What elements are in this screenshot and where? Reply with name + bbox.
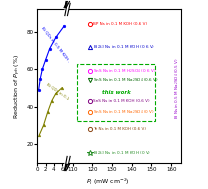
Y-axis label: Reduction of $P_{ph}$ (%): Reduction of $P_{ph}$ (%) xyxy=(13,53,24,119)
Text: SnS Ns in 0.1 M Na$_2$SO$_4$ (0.6 V): SnS Ns in 0.1 M Na$_2$SO$_4$ (0.6 V) xyxy=(93,77,159,84)
Text: SnS Ns in 0.1 M H$_2$SO$_4$ (0.6 V): SnS Ns in 0.1 M H$_2$SO$_4$ (0.6 V) xyxy=(93,67,157,75)
Text: SnS Ns in 0.1 M Na$_2$SO$_4$ (0 V): SnS Ns in 0.1 M Na$_2$SO$_4$ (0 V) xyxy=(93,108,155,116)
Text: this work: this work xyxy=(102,90,130,95)
Text: SnS Ns in 0.1 M KOH (0.6 V): SnS Ns in 0.1 M KOH (0.6 V) xyxy=(93,99,150,103)
Text: Bi QDs in 0.1 M KOH (0 V): Bi QDs in 0.1 M KOH (0 V) xyxy=(46,83,91,116)
Bar xyxy=(77,64,155,122)
Text: Te Ns in 0.1 M KOH (0.6 V): Te Ns in 0.1 M KOH (0.6 V) xyxy=(93,127,146,131)
Text: Bi$_2$S$_3$ Ns in 0.1 M KOH (0.6 V): Bi$_2$S$_3$ Ns in 0.1 M KOH (0.6 V) xyxy=(93,43,156,51)
Text: $P_{i}$ (mW cm$^{-2}$): $P_{i}$ (mW cm$^{-2}$) xyxy=(86,177,130,187)
Text: Bi$_2$S$_3$ Ns in 0.1 M KOH (0 V): Bi$_2$S$_3$ Ns in 0.1 M KOH (0 V) xyxy=(93,149,152,157)
Text: Bi QDs in 0.5 M KOH (0 V): Bi QDs in 0.5 M KOH (0 V) xyxy=(41,26,76,69)
Text: Bi Ns in 0.5 M Na$_2$SO$_4$ (0.5 V): Bi Ns in 0.5 M Na$_2$SO$_4$ (0.5 V) xyxy=(173,57,181,119)
Text: BP Ns in 0.1 M KOH (0.6 V): BP Ns in 0.1 M KOH (0.6 V) xyxy=(93,22,147,26)
